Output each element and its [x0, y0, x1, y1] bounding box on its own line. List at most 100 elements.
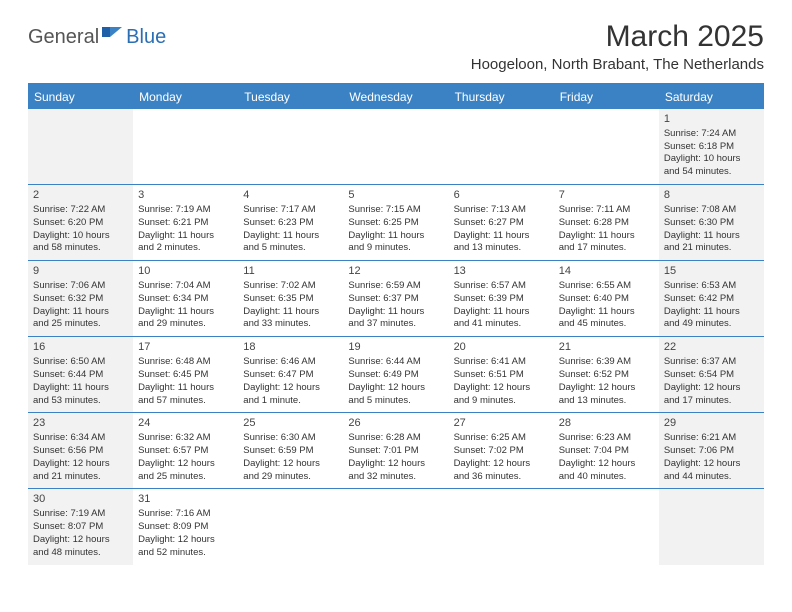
- calendar-day-cell: 27Sunrise: 6:25 AMSunset: 7:02 PMDayligh…: [449, 413, 554, 489]
- calendar-day-cell: [28, 109, 133, 185]
- sunset-text: Sunset: 6:18 PM: [664, 141, 759, 154]
- logo-text-general: General: [28, 26, 99, 49]
- sunset-text: Sunset: 6:42 PM: [664, 293, 759, 306]
- daylight-text: Daylight: 12 hours: [33, 534, 128, 547]
- calendar-day-cell: [659, 489, 764, 565]
- calendar-day-cell: 21Sunrise: 6:39 AMSunset: 6:52 PMDayligh…: [554, 337, 659, 413]
- day-number: 3: [138, 188, 233, 203]
- day-number: 29: [664, 416, 759, 431]
- sunrise-text: Sunrise: 6:44 AM: [348, 356, 443, 369]
- daylight-text: and 58 minutes.: [33, 242, 128, 255]
- daylight-text: Daylight: 11 hours: [243, 230, 338, 243]
- daylight-text: Daylight: 11 hours: [664, 230, 759, 243]
- daylight-text: Daylight: 11 hours: [243, 306, 338, 319]
- daylight-text: Daylight: 10 hours: [33, 230, 128, 243]
- calendar-week-row: 30Sunrise: 7:19 AMSunset: 8:07 PMDayligh…: [28, 489, 764, 565]
- day-header: Friday: [554, 84, 659, 109]
- sunset-text: Sunset: 6:28 PM: [559, 217, 654, 230]
- daylight-text: Daylight: 11 hours: [454, 230, 549, 243]
- sunset-text: Sunset: 8:09 PM: [138, 521, 233, 534]
- calendar-day-cell: 2Sunrise: 7:22 AMSunset: 6:20 PMDaylight…: [28, 185, 133, 261]
- daylight-text: Daylight: 12 hours: [664, 458, 759, 471]
- day-number: 11: [243, 264, 338, 279]
- day-number: 23: [33, 416, 128, 431]
- day-number: 5: [348, 188, 443, 203]
- calendar-day-cell: 11Sunrise: 7:02 AMSunset: 6:35 PMDayligh…: [238, 261, 343, 337]
- sunrise-text: Sunrise: 6:37 AM: [664, 356, 759, 369]
- sunset-text: Sunset: 6:21 PM: [138, 217, 233, 230]
- day-header: Wednesday: [343, 84, 448, 109]
- daylight-text: Daylight: 11 hours: [138, 230, 233, 243]
- header: General Blue March 2025 Hoogeloon, North…: [28, 20, 764, 79]
- daylight-text: Daylight: 12 hours: [454, 458, 549, 471]
- calendar-day-cell: [238, 489, 343, 565]
- daylight-text: Daylight: 11 hours: [454, 306, 549, 319]
- sunrise-text: Sunrise: 6:48 AM: [138, 356, 233, 369]
- calendar-day-cell: 17Sunrise: 6:48 AMSunset: 6:45 PMDayligh…: [133, 337, 238, 413]
- calendar-day-cell: [449, 109, 554, 185]
- day-number: 13: [454, 264, 549, 279]
- day-number: 27: [454, 416, 549, 431]
- sunrise-text: Sunrise: 6:53 AM: [664, 280, 759, 293]
- daylight-text: and 33 minutes.: [243, 318, 338, 331]
- sunrise-text: Sunrise: 6:39 AM: [559, 356, 654, 369]
- calendar-day-cell: 3Sunrise: 7:19 AMSunset: 6:21 PMDaylight…: [133, 185, 238, 261]
- sunrise-text: Sunrise: 6:28 AM: [348, 432, 443, 445]
- calendar-day-cell: 25Sunrise: 6:30 AMSunset: 6:59 PMDayligh…: [238, 413, 343, 489]
- sunrise-text: Sunrise: 6:30 AM: [243, 432, 338, 445]
- sunset-text: Sunset: 6:34 PM: [138, 293, 233, 306]
- day-number: 28: [559, 416, 654, 431]
- day-number: 17: [138, 340, 233, 355]
- sunset-text: Sunset: 6:47 PM: [243, 369, 338, 382]
- calendar-day-cell: 7Sunrise: 7:11 AMSunset: 6:28 PMDaylight…: [554, 185, 659, 261]
- sunset-text: Sunset: 7:06 PM: [664, 445, 759, 458]
- sunrise-text: Sunrise: 7:04 AM: [138, 280, 233, 293]
- daylight-text: and 1 minute.: [243, 395, 338, 408]
- sunrise-text: Sunrise: 6:41 AM: [454, 356, 549, 369]
- daylight-text: and 21 minutes.: [33, 471, 128, 484]
- day-number: 12: [348, 264, 443, 279]
- daylight-text: Daylight: 11 hours: [138, 306, 233, 319]
- day-number: 25: [243, 416, 338, 431]
- daylight-text: Daylight: 11 hours: [33, 382, 128, 395]
- sunset-text: Sunset: 6:30 PM: [664, 217, 759, 230]
- sunrise-text: Sunrise: 7:02 AM: [243, 280, 338, 293]
- calendar-week-row: 1Sunrise: 7:24 AMSunset: 6:18 PMDaylight…: [28, 109, 764, 185]
- sunrise-text: Sunrise: 6:46 AM: [243, 356, 338, 369]
- sunset-text: Sunset: 6:23 PM: [243, 217, 338, 230]
- calendar-day-cell: 1Sunrise: 7:24 AMSunset: 6:18 PMDaylight…: [659, 109, 764, 185]
- day-number: 26: [348, 416, 443, 431]
- calendar-day-cell: 10Sunrise: 7:04 AMSunset: 6:34 PMDayligh…: [133, 261, 238, 337]
- sunrise-text: Sunrise: 7:19 AM: [138, 204, 233, 217]
- sunset-text: Sunset: 6:51 PM: [454, 369, 549, 382]
- daylight-text: Daylight: 12 hours: [348, 458, 443, 471]
- daylight-text: and 13 minutes.: [454, 242, 549, 255]
- daylight-text: and 54 minutes.: [664, 166, 759, 179]
- sunrise-text: Sunrise: 7:24 AM: [664, 128, 759, 141]
- calendar-day-cell: 9Sunrise: 7:06 AMSunset: 6:32 PMDaylight…: [28, 261, 133, 337]
- sunrise-text: Sunrise: 6:34 AM: [33, 432, 128, 445]
- daylight-text: Daylight: 12 hours: [138, 534, 233, 547]
- sunset-text: Sunset: 6:52 PM: [559, 369, 654, 382]
- sunrise-text: Sunrise: 7:19 AM: [33, 508, 128, 521]
- sunset-text: Sunset: 6:56 PM: [33, 445, 128, 458]
- calendar-day-cell: 5Sunrise: 7:15 AMSunset: 6:25 PMDaylight…: [343, 185, 448, 261]
- sunrise-text: Sunrise: 6:23 AM: [559, 432, 654, 445]
- daylight-text: Daylight: 11 hours: [664, 306, 759, 319]
- daylight-text: and 36 minutes.: [454, 471, 549, 484]
- daylight-text: and 29 minutes.: [138, 318, 233, 331]
- calendar-day-cell: [554, 109, 659, 185]
- daylight-text: Daylight: 12 hours: [138, 458, 233, 471]
- calendar-table: SundayMondayTuesdayWednesdayThursdayFrid…: [28, 83, 764, 565]
- calendar-day-cell: 8Sunrise: 7:08 AMSunset: 6:30 PMDaylight…: [659, 185, 764, 261]
- calendar-day-cell: 24Sunrise: 6:32 AMSunset: 6:57 PMDayligh…: [133, 413, 238, 489]
- day-number: 30: [33, 492, 128, 507]
- sunset-text: Sunset: 6:20 PM: [33, 217, 128, 230]
- day-header: Tuesday: [238, 84, 343, 109]
- day-number: 1: [664, 112, 759, 127]
- flag-icon: [102, 27, 122, 48]
- day-number: 21: [559, 340, 654, 355]
- daylight-text: and 57 minutes.: [138, 395, 233, 408]
- calendar-day-cell: 26Sunrise: 6:28 AMSunset: 7:01 PMDayligh…: [343, 413, 448, 489]
- daylight-text: and 37 minutes.: [348, 318, 443, 331]
